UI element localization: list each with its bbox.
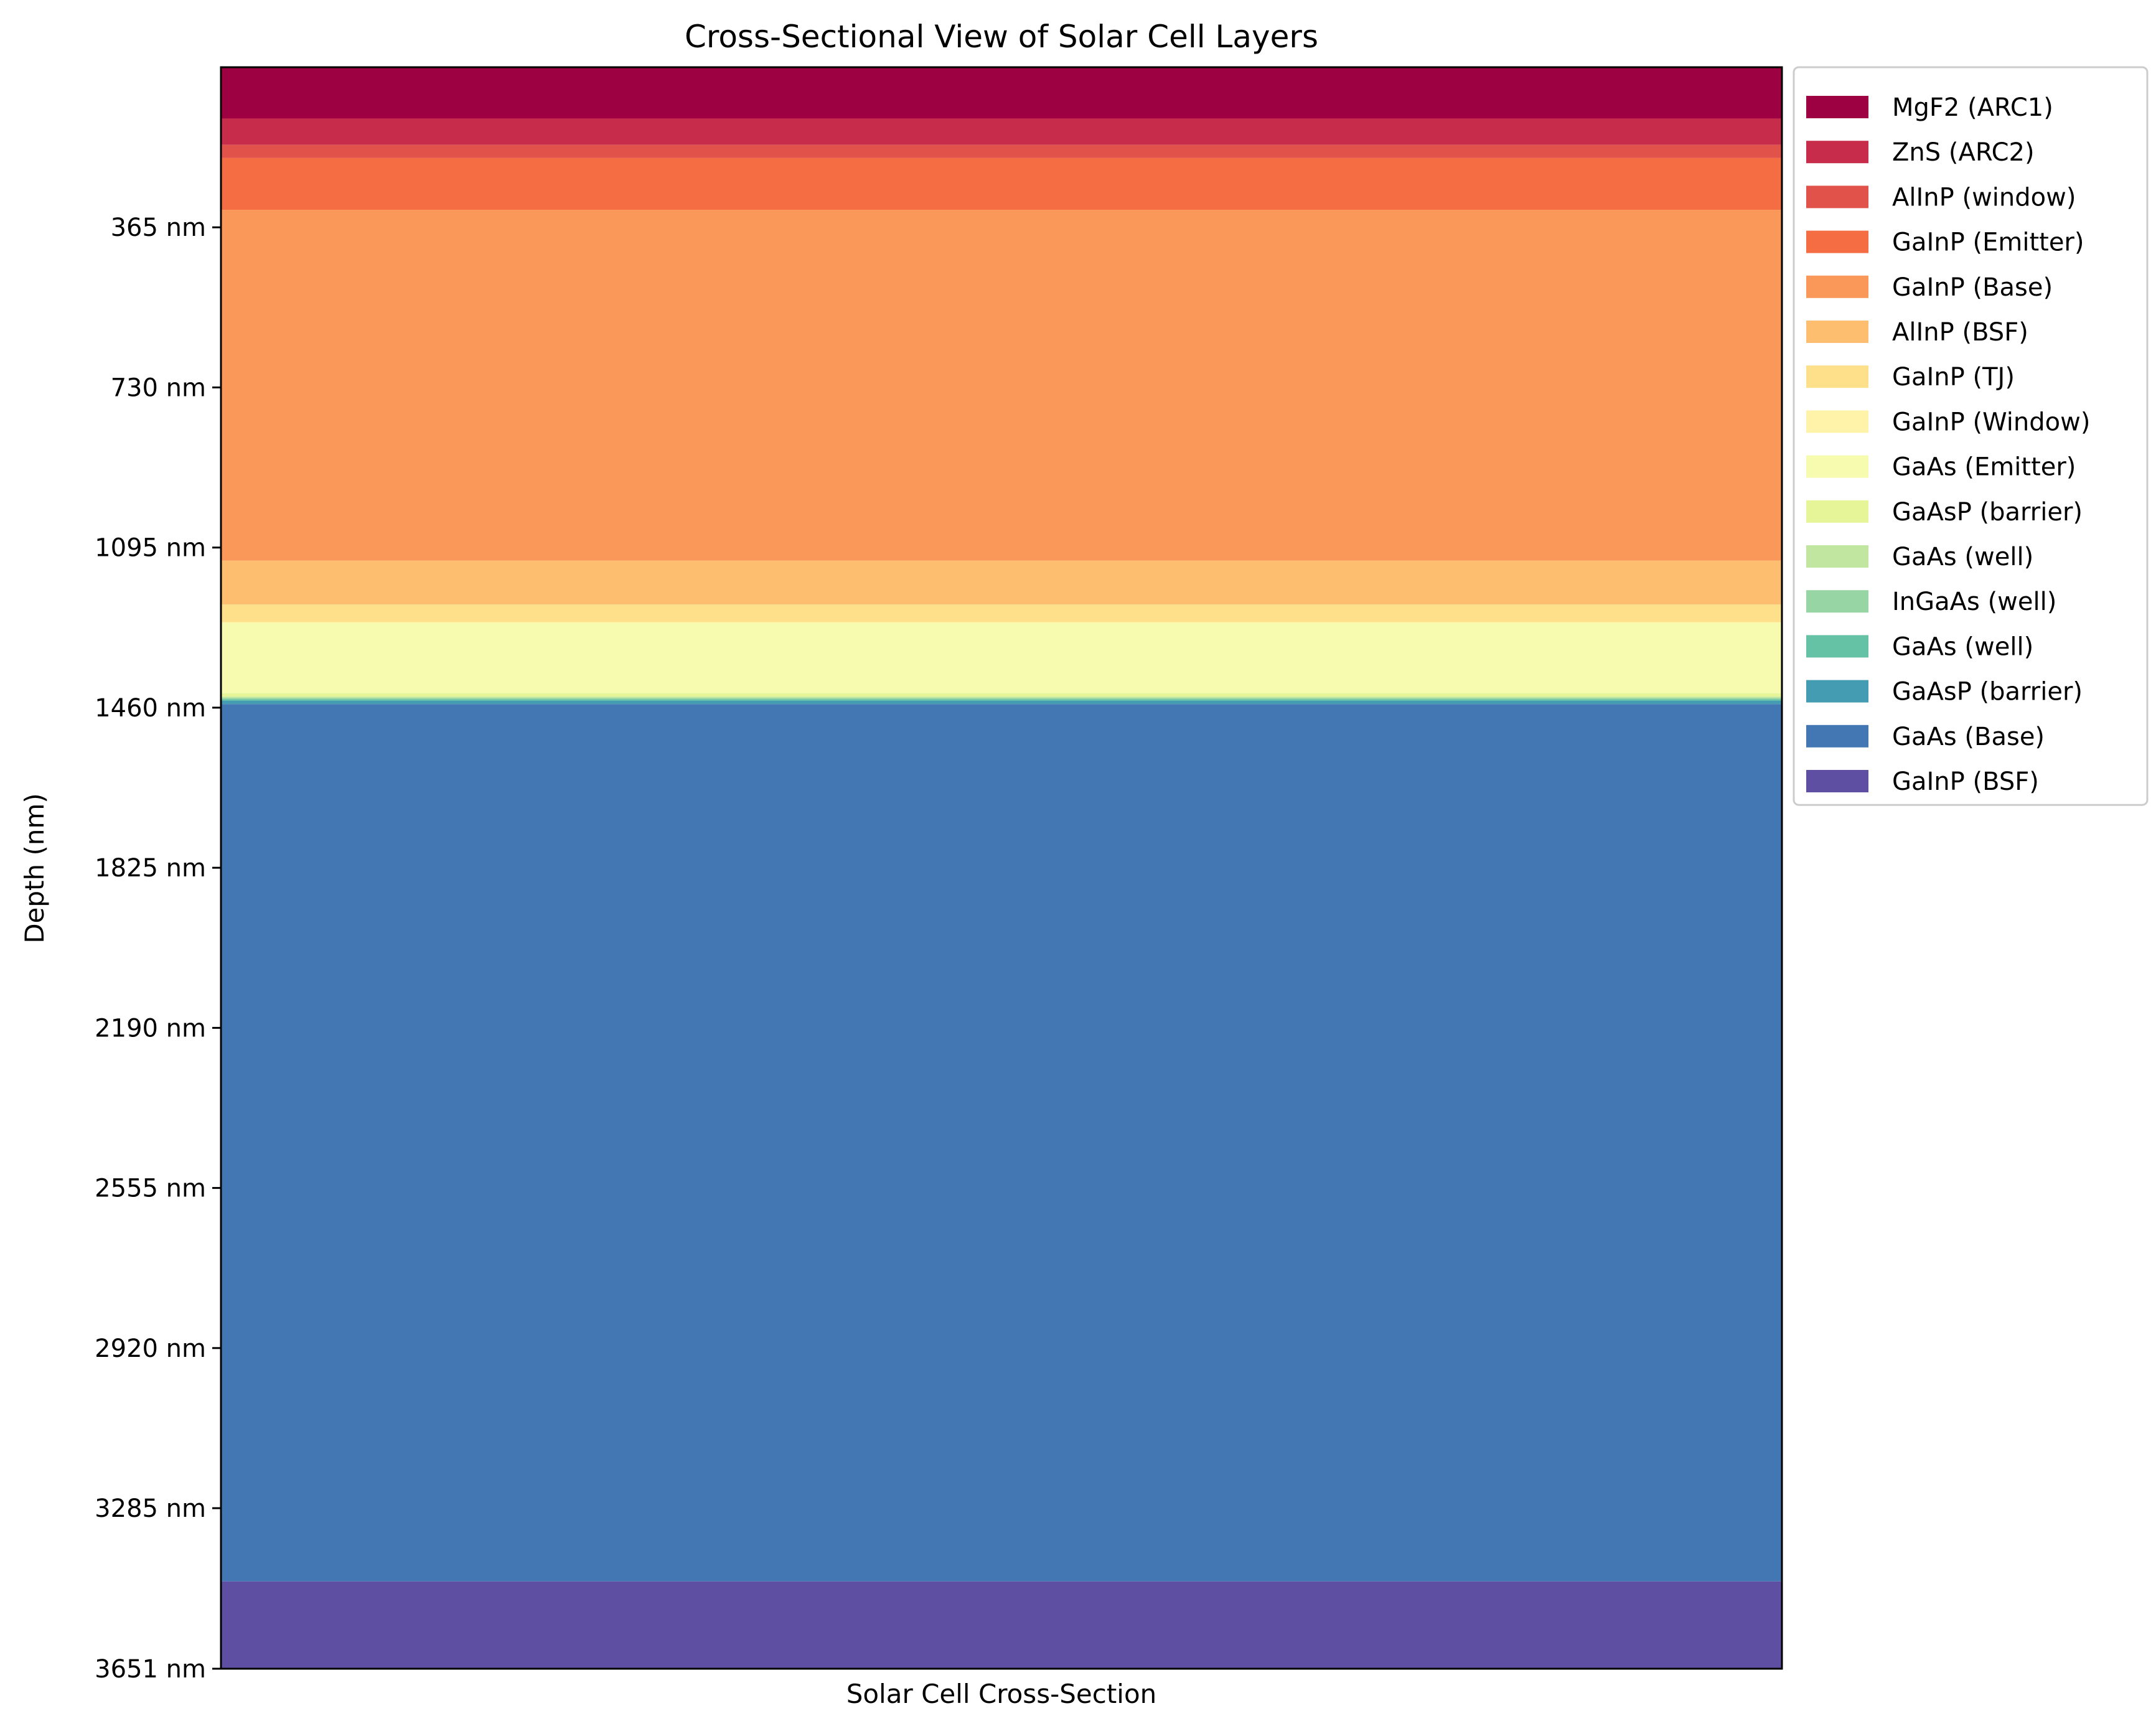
legend-label: ZnS (ARC2) — [1892, 138, 2035, 167]
legend-label: GaInP (Emitter) — [1892, 228, 2084, 257]
legend-label: AlInP (window) — [1892, 183, 2076, 212]
legend-label: MgF2 (ARC1) — [1892, 93, 2053, 122]
layer-bars — [221, 67, 1782, 1669]
legend-swatch — [1806, 680, 1868, 703]
legend-box — [1793, 66, 2149, 806]
y-axis-label: Depth (nm) — [19, 793, 50, 944]
y-tick-label: 1095 nm — [95, 534, 206, 563]
legend-swatch — [1806, 725, 1868, 748]
y-axis-ticks: 365 nm 730 nm 1095 nm 1460 nm 1825 nm 2190 nm… — [95, 213, 221, 1684]
y-tick-label: 1460 nm — [95, 694, 206, 723]
legend-label: GaAs (well) — [1892, 632, 2033, 661]
y-tick-label: 2190 nm — [95, 1014, 206, 1043]
y-tick-label: 2920 nm — [95, 1334, 206, 1363]
y-tick-label: 1825 nm — [95, 854, 206, 883]
legend-swatch — [1806, 455, 1868, 478]
legend-swatch — [1806, 590, 1868, 613]
layer-bar — [221, 700, 1782, 705]
legend-swatch — [1806, 365, 1868, 388]
legend-swatch — [1806, 545, 1868, 568]
legend-label: GaAs (well) — [1892, 543, 2033, 571]
layer-bar — [221, 157, 1782, 210]
layer-bar — [221, 67, 1782, 119]
legend-label: GaAsP (barrier) — [1892, 678, 2083, 706]
legend-swatch — [1806, 321, 1868, 343]
layer-bar — [221, 210, 1782, 561]
layer-bar — [221, 604, 1782, 622]
y-tick-label: 365 nm — [111, 213, 206, 242]
y-tick-label: 3285 nm — [95, 1494, 206, 1523]
legend-label: AlInP (BSF) — [1892, 318, 2028, 347]
legend-label: GaInP (BSF) — [1892, 767, 2039, 796]
legend-label: GaInP (Base) — [1892, 273, 2053, 302]
legend: MgF2 (ARC1) ZnS (ARC2) AlInP (window) GaInP… — [1793, 66, 2149, 806]
legend-swatch — [1806, 185, 1868, 209]
layer-bar — [221, 704, 1782, 1582]
legend-label: GaInP (TJ) — [1892, 363, 2015, 392]
layer-bar — [221, 696, 1782, 698]
legend-label: GaInP (Window) — [1892, 408, 2090, 436]
legend-swatch — [1806, 141, 1868, 164]
legend-swatch — [1806, 635, 1868, 658]
layer-bar — [221, 699, 1782, 701]
legend-swatch — [1806, 96, 1868, 118]
layer-bar — [221, 622, 1782, 693]
layer-bar — [221, 698, 1782, 700]
legend-swatch — [1806, 275, 1868, 298]
legend-swatch — [1806, 230, 1868, 253]
chart-title: Cross-Sectional View of Solar Cell Layer… — [685, 19, 1318, 55]
layer-bar — [221, 144, 1782, 158]
legend-swatch — [1806, 410, 1868, 433]
x-axis-label: Solar Cell Cross-Section — [846, 1679, 1157, 1709]
legend-label: GaAs (Emitter) — [1892, 453, 2076, 482]
legend-label: GaAs (Base) — [1892, 723, 2045, 751]
layer-bar — [221, 1581, 1782, 1669]
legend-swatch — [1806, 770, 1868, 792]
layer-bar — [221, 560, 1782, 605]
layer-bar — [221, 118, 1782, 145]
legend-label: InGaAs (well) — [1892, 588, 2056, 616]
legend-label: GaAsP (barrier) — [1892, 498, 2083, 527]
layer-bar — [221, 693, 1782, 697]
y-tick-label: 3651 nm — [95, 1655, 206, 1684]
legend-swatch — [1806, 500, 1868, 523]
y-tick-label: 2555 nm — [95, 1175, 206, 1203]
y-tick-label: 730 nm — [111, 373, 206, 402]
